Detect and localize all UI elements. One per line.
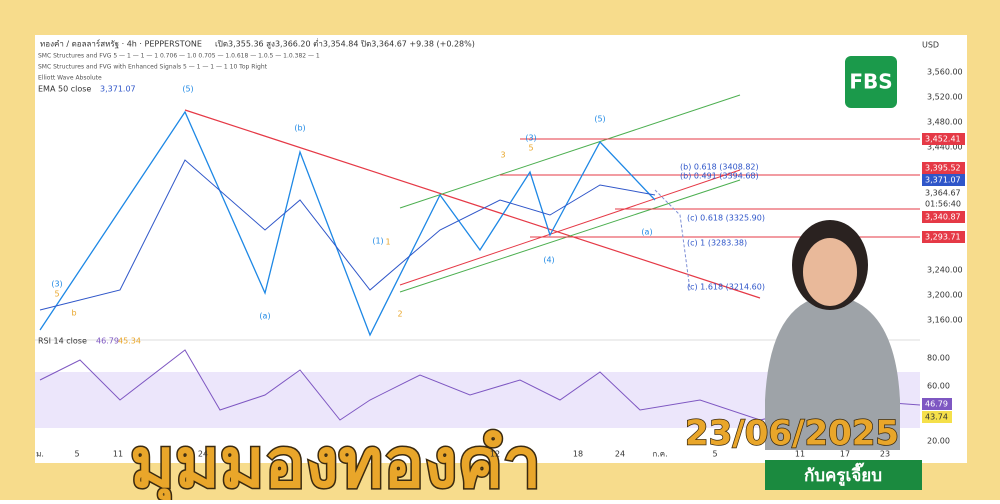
channel-line <box>399 94 741 209</box>
date-label: 5 <box>74 450 79 459</box>
indicator: Elliott Wave Absolute <box>38 75 102 82</box>
wave-label: 1 <box>385 238 390 247</box>
price-tag-box <box>922 231 965 243</box>
wave-label: (3) <box>525 134 536 143</box>
person-face <box>803 238 857 306</box>
date-label: 5 <box>712 450 717 459</box>
rsi-axis-label: 80.00 <box>927 354 950 363</box>
price-tag: 3,364.67 <box>925 189 961 198</box>
wave-label: (a) <box>641 228 652 237</box>
date-label: 17 <box>840 450 850 459</box>
wave-label: (5) <box>594 115 605 124</box>
date-label: 11 <box>113 450 123 459</box>
price-tag: 3,340.87 <box>925 213 961 222</box>
rsi-axis-label: 20.00 <box>927 437 950 446</box>
ema-label: EMA 50 close <box>38 85 91 94</box>
wave-label: 5 <box>54 290 59 299</box>
price-label: 3,480.00 <box>927 118 963 127</box>
badge-box <box>765 460 922 490</box>
price-label: 3,560.00 <box>927 68 963 77</box>
channel-line <box>399 169 741 286</box>
fib-label: (c) 1 (3283.38) <box>687 239 747 248</box>
title: มุมมองทองคำ <box>130 425 541 500</box>
wave-label: (1) <box>372 237 383 246</box>
price-tag: 3,293.71 <box>925 233 961 242</box>
badge: กับครูเจี๊ยบ <box>804 462 882 487</box>
date-label: 12 <box>490 450 500 459</box>
rsi-value: 46.79 <box>96 337 119 346</box>
currency: USD <box>922 41 939 50</box>
rsi-tag: 46.79 <box>925 400 948 409</box>
ohlc: เปิด3,355.36 สูง3,366.20 ต่ำ3,354.84 ปิด… <box>215 38 475 50</box>
rsi-tag-box <box>922 411 952 423</box>
price-tag-box <box>922 198 965 210</box>
price-tag-box <box>922 174 965 186</box>
fib-label: (c) 0.618 (3325.90) <box>687 214 765 223</box>
price-label: 3,160.00 <box>927 316 963 325</box>
wave-label: 3 <box>500 151 505 160</box>
logo-box <box>845 56 897 108</box>
person-body <box>765 295 900 450</box>
ema-value: 3,371.07 <box>100 85 136 94</box>
date-label: ม. <box>36 450 44 459</box>
channel-line <box>399 179 741 293</box>
wave-path <box>39 110 656 337</box>
logo: FBS <box>849 70 892 94</box>
price-label: 3,200.00 <box>927 291 963 300</box>
fib-label: (c) 1.618 (3214.60) <box>687 283 765 292</box>
price-tag-box <box>922 187 965 199</box>
price-tag-box <box>922 162 965 174</box>
price-tag-box <box>922 133 965 145</box>
date-label: 11 <box>795 450 805 459</box>
rsi-tag: 43.74 <box>925 413 948 422</box>
price-tag: 3,395.52 <box>925 164 961 173</box>
date-label: 23 <box>880 450 890 459</box>
ema-line <box>39 159 656 311</box>
indicator: SMC Structures and FVG with Enhanced Sig… <box>38 64 268 71</box>
wave-label: (a) <box>259 312 270 321</box>
symbol: ทองคำ / ดอลลาร์สหรัฐ · 4h · PEPPERSTONE <box>40 39 202 49</box>
date-label: 24 <box>615 450 625 459</box>
rsi-axis-label: 60.00 <box>927 382 950 391</box>
price-label: 3,440.00 <box>927 143 963 152</box>
wave-label: b <box>71 309 76 318</box>
fib-label: (b) 0.618 (3408.82) <box>680 163 759 172</box>
wave-label: 2 <box>397 310 402 319</box>
price-tag: 01:56:40 <box>925 200 961 209</box>
price-label: 3,520.00 <box>927 93 963 102</box>
price-tag: 3,452.41 <box>925 135 961 144</box>
projection <box>654 189 691 291</box>
rsi-tag-box <box>922 398 952 410</box>
rsi-ma: 45.34 <box>118 337 141 346</box>
fib-label: (b) 0.491 (3394.68) <box>680 172 759 181</box>
date-label: 18 <box>573 450 583 459</box>
trendline <box>184 109 761 299</box>
indicator: SMC Structures and FVG 5 — 1 — 1 — 1 0.7… <box>38 53 320 60</box>
wave-label: (b) <box>294 124 305 133</box>
date-label: ก.ค. <box>652 450 667 459</box>
rsi-label: RSI 14 close <box>38 337 87 346</box>
price-tag: 3,371.07 <box>925 176 961 185</box>
rsi-line <box>39 349 921 421</box>
date-label: 24 <box>198 450 208 459</box>
date: 23/06/2025 <box>685 414 899 454</box>
wave-label: (3) <box>51 280 62 289</box>
price-tag-box <box>922 211 965 223</box>
wave-label: 5 <box>528 144 533 153</box>
wave-label: (5) <box>182 85 193 94</box>
price-label: 3,240.00 <box>927 266 963 275</box>
wave-label: (4) <box>543 256 554 265</box>
